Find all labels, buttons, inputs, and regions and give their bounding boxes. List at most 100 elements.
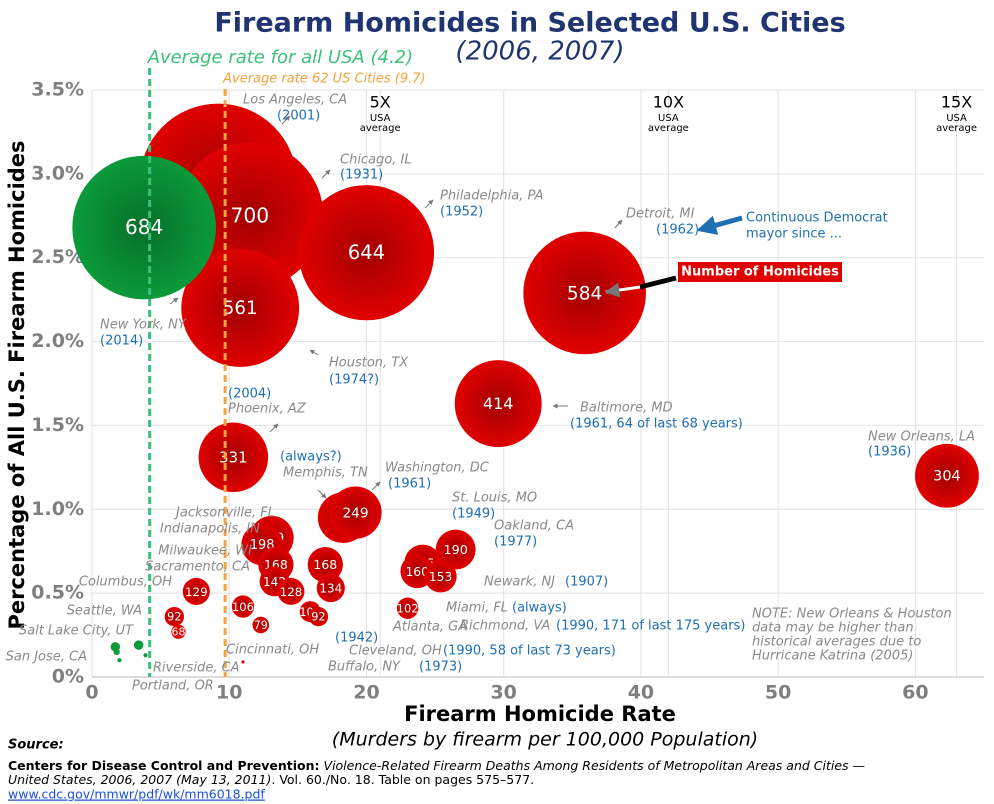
multiple-sublabel: average <box>360 123 401 134</box>
city-label: Memphis, TN <box>283 466 368 481</box>
city-label: Detroit, MI <box>626 207 695 222</box>
city-label: New Orleans, LA <box>868 430 975 445</box>
bubble-shade <box>308 606 329 627</box>
bubble-shade <box>252 616 270 634</box>
annotation: Number of Homicides <box>681 265 839 280</box>
city-label: Cleveland, OH <box>349 644 442 659</box>
pointer-arrow <box>614 219 623 229</box>
bubble-value: 92 <box>167 610 181 624</box>
city-label: Oakland, CA <box>494 519 574 534</box>
pointer-arrow <box>169 297 179 305</box>
x-axis-label: Firearm Homicide Rate <box>404 702 676 726</box>
reference-label: Average rate 62 US Cities (9.7) <box>222 72 426 87</box>
y-tick-label: 2.0% <box>31 330 84 352</box>
city-label: New York, NY <box>100 318 187 333</box>
labels: Average rate for all USA (4.2) Average ra… <box>6 47 975 694</box>
city-label: Baltimore, MD <box>580 401 673 416</box>
city-label: Phoenix, AZ <box>228 402 307 417</box>
bubble-shade <box>72 155 216 300</box>
bubble-shade <box>316 574 345 603</box>
city-label: Newark, NJ <box>484 575 555 590</box>
grid: 0 10 20 30 40 50 60 0% 0.5% 1.0% 1.5% 2.0% 2.5% 3.0% 3… <box>31 79 984 704</box>
city-label: Seattle, WA <box>67 604 142 619</box>
x-tick-label: 40 <box>628 682 654 704</box>
source-line: United States, 2006, 2007 (May 13, 2011)… <box>8 772 534 787</box>
source-url[interactable]: www.cdc.gov/mmwr/pdf/wk/mm6018.pdf <box>8 787 265 802</box>
city-label: Philadelphia, PA <box>440 189 544 204</box>
bubble-shade <box>182 577 210 606</box>
city-label: Washington, DC <box>385 461 490 476</box>
bubble <box>241 660 245 664</box>
city-note: (always) <box>512 601 567 616</box>
city-label: Chicago, IL <box>340 153 412 168</box>
city-note: (1931) <box>340 168 383 183</box>
city-note: (1973) <box>419 660 462 675</box>
bubbles: 7497005616846445844143313042412492091981… <box>72 103 979 664</box>
annotation: Continuous Democrat <box>746 211 888 226</box>
multiple-label: 15X <box>941 93 972 112</box>
bubble-value: 79 <box>254 619 268 632</box>
bubble-shade <box>277 578 305 605</box>
bubble-shade <box>181 249 300 367</box>
city-label: Richmond, VA <box>460 619 550 634</box>
chart-title: Firearm Homicides in Selected U.S. Citie… <box>214 8 845 39</box>
pointer-arrow <box>604 282 641 298</box>
city-note: (2001) <box>277 109 320 124</box>
bubble-shade <box>396 597 419 619</box>
multiple-label: 5X <box>370 93 391 112</box>
note-text: data may be higher than <box>752 621 914 636</box>
city-label: Buffalo, NY <box>328 660 401 675</box>
bubble-value: 561 <box>223 298 258 319</box>
y-axis-label: Percentage of All U.S. Firearm Homicides <box>5 140 29 629</box>
bubble-value: 584 <box>567 283 602 304</box>
pointer-arrow <box>321 169 331 179</box>
bubble-shade <box>915 443 979 508</box>
city-label: San Jose, CA <box>6 650 87 665</box>
bubble-value: 92 <box>311 610 325 624</box>
y-tick-label: 0.5% <box>31 582 84 604</box>
multiple-sublabel: average <box>936 123 977 134</box>
note-text: Hurricane Katrina (2005) <box>752 649 913 664</box>
x-tick-label: 30 <box>490 682 516 704</box>
bubble-value: 331 <box>219 448 247 466</box>
bubble-value: 128 <box>280 585 303 599</box>
bubble-shade <box>176 142 324 290</box>
city-note: (1977) <box>494 535 537 550</box>
pointer-arrow <box>281 115 291 125</box>
reference-label: Average rate for all USA (4.2) <box>147 47 414 68</box>
note-text: historical averages due to <box>752 635 921 650</box>
bubble-shade <box>424 560 457 593</box>
bubble-value: 168 <box>313 557 337 572</box>
y-tick-label: 0% <box>52 666 84 688</box>
city-note: (1907) <box>565 575 608 590</box>
multiple-label: 10X <box>653 93 684 112</box>
chart-subtitle: (2006, 2007) <box>455 37 624 67</box>
bubble-value: 644 <box>348 241 385 264</box>
bubble-value: 684 <box>125 215 163 239</box>
city-note: (1990, 58 of last 73 years) <box>443 644 616 659</box>
bubble-shade <box>307 546 343 583</box>
city-label: Jacksonville, FL <box>173 506 275 521</box>
annotation: mayor since ... <box>746 227 842 242</box>
city-note: (1942) <box>335 631 378 646</box>
city-label: Portland, OR <box>132 679 214 694</box>
city-note: (1990, 171 of last 175 years) <box>556 619 745 634</box>
bubble-value: 68 <box>171 626 185 639</box>
source-title: United States, 2006, 2007 (May 13, 2011) <box>8 772 271 787</box>
city-label: St. Louis, MO <box>452 491 537 506</box>
pointer-arrow <box>639 275 677 290</box>
pointer-arrow <box>269 423 279 433</box>
y-tick-label: 3.0% <box>31 162 84 184</box>
city-label: Los Angeles, CA <box>243 93 347 108</box>
city-note: (1961, 64 of last 68 years) <box>570 417 743 432</box>
city-label: Cincinnati, OH <box>226 643 319 658</box>
y-tick-label: 1.5% <box>31 414 84 436</box>
annotation-box <box>678 262 842 282</box>
source-heading: Source: <box>8 738 64 753</box>
city-label: Houston, TX <box>329 356 409 371</box>
bubble <box>143 653 148 658</box>
city-label: Indianapolis, IN <box>160 522 260 537</box>
city-note: (1949) <box>452 507 495 522</box>
multiple-sublabel: USA <box>946 113 967 124</box>
